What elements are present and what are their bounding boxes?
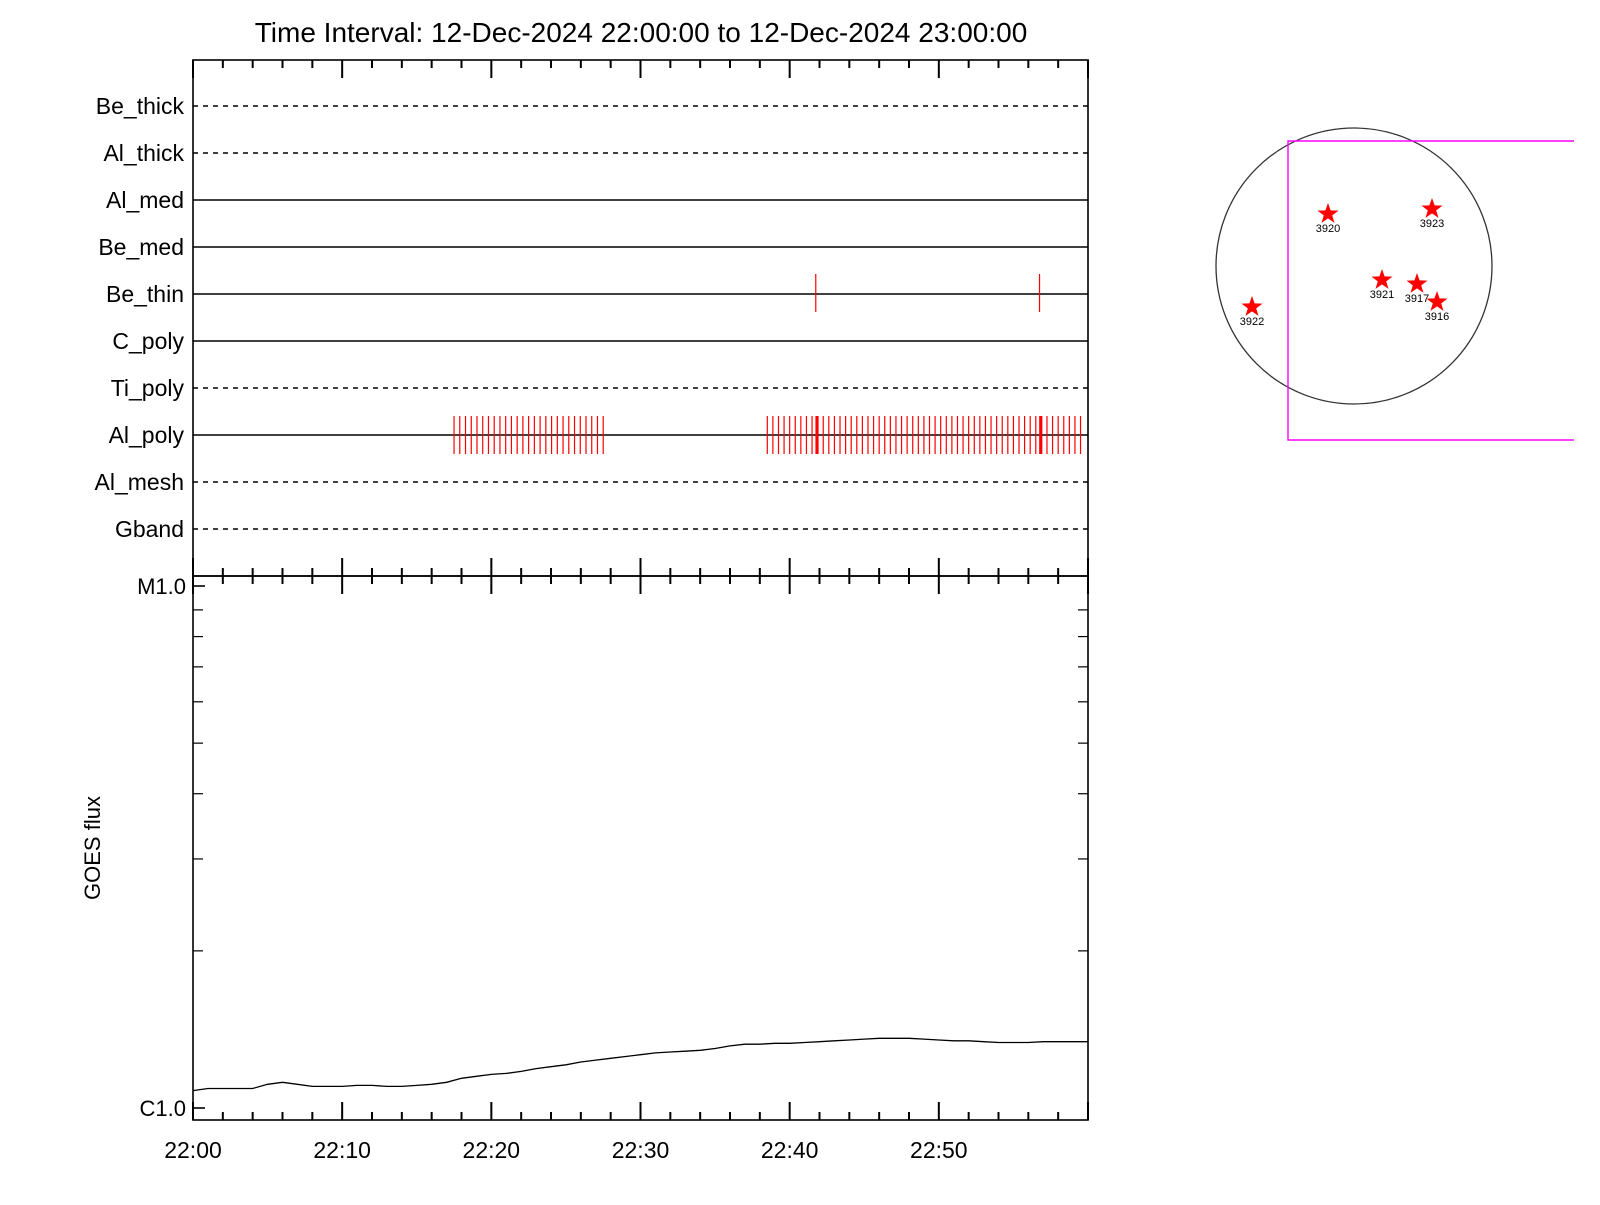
region-star bbox=[1406, 273, 1428, 293]
y-tick-label: C1.0 bbox=[140, 1096, 186, 1121]
region-label: 3920 bbox=[1316, 223, 1340, 235]
goes-flux-panel: 22:00 22:10 22:20 22:30 22:40 22:50 M1.0 C1.0 GO… bbox=[80, 574, 1089, 1163]
row-label-al_thick: Al_thick bbox=[103, 140, 184, 166]
region-star bbox=[1317, 203, 1339, 223]
row-label-ti_poly: Ti_poly bbox=[111, 375, 185, 401]
row-label-gband: Gband bbox=[115, 516, 184, 542]
x-tick-label: 22:40 bbox=[761, 1137, 819, 1163]
region-label: 3922 bbox=[1240, 316, 1264, 328]
x-tick-label: 22:10 bbox=[313, 1137, 371, 1163]
y-axis-label: GOES flux bbox=[80, 796, 105, 900]
x-tick-label: 22:20 bbox=[463, 1137, 521, 1163]
y-tick-label: M1.0 bbox=[137, 574, 186, 599]
region-star bbox=[1421, 198, 1443, 218]
chart-title: Time Interval: 12-Dec-2024 22:00:00 to 1… bbox=[255, 17, 1028, 48]
row-label-be_thin: Be_thin bbox=[106, 281, 184, 307]
region-label: 3921 bbox=[1370, 289, 1394, 301]
flux-frame bbox=[192, 575, 1089, 1121]
row-label-al_poly: Al_poly bbox=[109, 422, 185, 448]
x-tick-label: 22:50 bbox=[910, 1137, 968, 1163]
region-star bbox=[1371, 269, 1393, 289]
region-label: 3917 bbox=[1405, 293, 1429, 305]
solar-disk-map: 3920 3923 3921 3917 3916 3922 bbox=[1215, 127, 1574, 441]
x-tick-label: 22:00 bbox=[164, 1137, 222, 1163]
field-of-view-box bbox=[1287, 140, 1574, 441]
solar-disk-outline bbox=[1215, 127, 1493, 405]
row-label-be_thick: Be_thick bbox=[96, 93, 185, 119]
region-label: 3923 bbox=[1420, 218, 1444, 230]
region-star bbox=[1241, 296, 1263, 316]
row-label-al_mesh: Al_mesh bbox=[95, 469, 184, 495]
row-label-c_poly: C_poly bbox=[112, 328, 184, 354]
row-label-al_med: Al_med bbox=[106, 187, 184, 213]
row-label-be_med: Be_med bbox=[98, 234, 184, 260]
goes-flux-line bbox=[192, 1037, 1088, 1092]
region-star bbox=[1426, 291, 1448, 311]
timeline-panel: Be_thick Al_thick Al_med Be_med Be_thin C_pol… bbox=[95, 59, 1089, 577]
timeline-frame bbox=[192, 59, 1089, 577]
region-label: 3916 bbox=[1425, 311, 1449, 323]
x-tick-label: 22:30 bbox=[612, 1137, 670, 1163]
